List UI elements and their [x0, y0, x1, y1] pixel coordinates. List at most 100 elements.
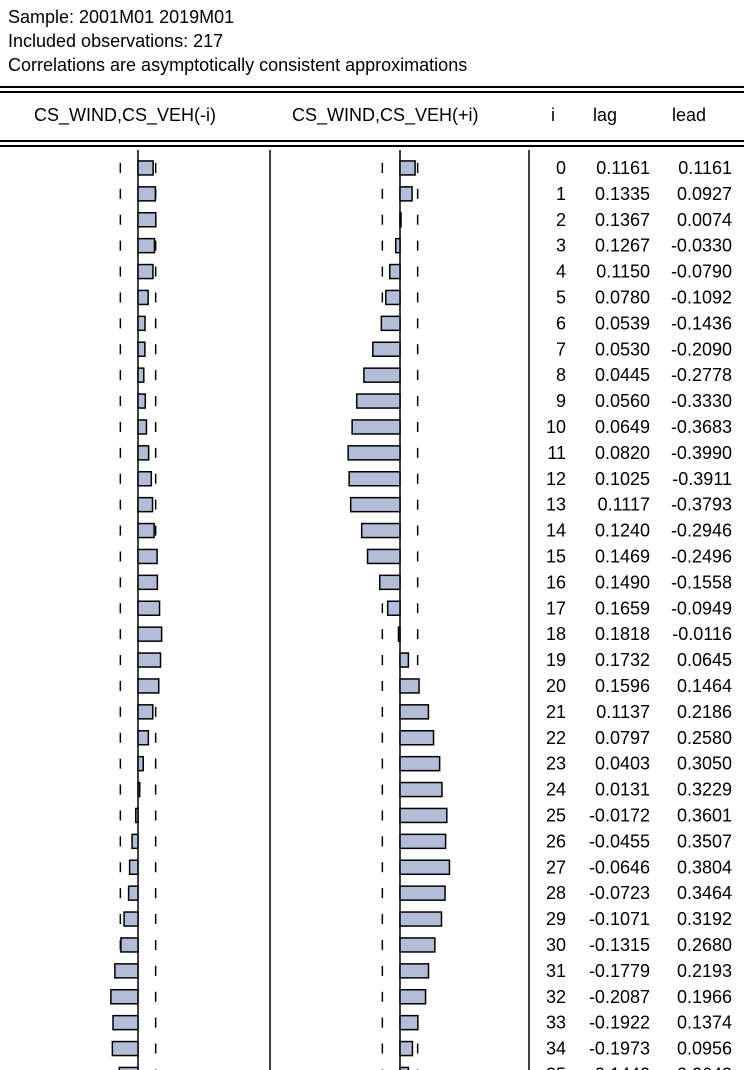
lead-cell: -0.3330 [671, 391, 732, 411]
lead-cell: -0.1558 [671, 572, 732, 592]
lead-bar [363, 367, 401, 383]
lead-cell: 0.2680 [677, 935, 732, 955]
observations-text: Included observations: 217 [8, 31, 224, 51]
lag-cell: 0.0530 [595, 339, 650, 359]
lead-bar [378, 574, 401, 591]
lag-cell: 0.1659 [595, 598, 650, 618]
top-rule-2 [0, 91, 744, 93]
lead-cell: 0.3804 [677, 857, 732, 877]
lag-bar [112, 1014, 139, 1031]
lag-bar [137, 574, 159, 591]
lag-bar [127, 885, 139, 901]
lead-bar [399, 989, 427, 1005]
lead-bar [399, 186, 413, 202]
lag-header: lag [593, 105, 618, 125]
lead-cell: -0.1436 [671, 313, 732, 333]
lag-cell: 0.0131 [595, 780, 650, 800]
lead-cell: -0.3793 [671, 495, 732, 515]
lead-bar [399, 781, 443, 798]
lead-bar [399, 755, 441, 772]
i-cell: 15 [546, 546, 566, 566]
i-cell: 20 [546, 676, 566, 696]
lead-cell: 0.1464 [677, 676, 732, 696]
lead-bar [399, 963, 430, 979]
lag-cell: -0.1922 [589, 1013, 650, 1033]
lag-cell: -0.1779 [589, 961, 650, 981]
lead-header: lead [672, 105, 707, 125]
i-cell: 23 [546, 754, 566, 774]
lead-bar [399, 160, 416, 176]
lead-bar [399, 1040, 414, 1057]
lead-bar [399, 678, 420, 694]
i-cell: 35 [546, 1064, 566, 1070]
lead-bar [399, 937, 436, 953]
lag-bar [118, 1066, 139, 1070]
lag-cell: 0.1240 [595, 521, 650, 541]
lag-cell: 0.1117 [598, 495, 650, 515]
lead-bar [380, 315, 401, 332]
i-cell: 21 [546, 702, 566, 722]
lag-cell: -0.1973 [589, 1039, 650, 1059]
i-cell: 19 [546, 650, 566, 670]
lead-cell: 0.0645 [677, 650, 732, 670]
lag-cell: -0.1440 [589, 1064, 650, 1070]
lead-bar [399, 730, 435, 746]
i-cell: 9 [556, 391, 566, 411]
lag-bar [137, 522, 155, 539]
lead-bar [372, 341, 401, 357]
i-cell: 18 [546, 624, 566, 644]
lag-cell: 0.1490 [595, 572, 650, 592]
lag-cell: 0.1818 [595, 624, 650, 644]
lag-cell: 0.0445 [595, 365, 650, 385]
header-rule-2 [0, 145, 744, 147]
lag-bar [137, 315, 146, 332]
lead-cell: -0.3911 [672, 469, 732, 489]
lead-cell: 0.3507 [677, 831, 732, 851]
lead-cell: 0.1161 [678, 158, 732, 178]
i-cell: 12 [546, 469, 566, 489]
lag-cell: 0.1025 [595, 469, 650, 489]
i-cell: 26 [546, 831, 566, 851]
lag-bar [123, 911, 139, 927]
lag-bar [137, 548, 158, 565]
lag-cell: 0.0403 [595, 754, 650, 774]
lead-bar [347, 445, 401, 461]
lead-cell: -0.0790 [671, 262, 732, 282]
i-cell: 8 [556, 365, 566, 385]
lead-cell: -0.3683 [671, 417, 732, 437]
lead-bar [399, 1014, 419, 1031]
lead-cell: -0.2778 [671, 365, 732, 385]
lead-bar [394, 237, 401, 254]
lag-cell: -0.1071 [589, 909, 650, 929]
note-text: Correlations are asymptotically consiste… [8, 55, 468, 75]
lead-cell: -0.2090 [671, 339, 732, 359]
lead-bar [399, 885, 446, 901]
i-cell: 22 [546, 728, 566, 748]
lead-cell: 0.3601 [677, 805, 732, 825]
lead-bar [351, 419, 401, 435]
lead-bar [385, 289, 401, 306]
lead-cell: -0.1092 [671, 287, 732, 307]
i-cell: 11 [547, 443, 566, 463]
i-cell: 25 [546, 805, 566, 825]
i-cell: 5 [556, 287, 566, 307]
lead-cell: 0.3192 [677, 909, 732, 929]
lag-correlogram [110, 160, 163, 1070]
i-cell: 3 [556, 236, 566, 256]
lag-bar [137, 289, 149, 306]
lag-bar [120, 937, 139, 953]
lead-correlogram [347, 160, 451, 1070]
lag-bar [137, 263, 154, 280]
lag-bar [137, 393, 147, 409]
lead-cell: 0.1374 [677, 1013, 732, 1033]
lag-cell: 0.1150 [596, 262, 650, 282]
i-cell: 6 [556, 313, 566, 333]
lag-bar [137, 212, 157, 228]
lag-bar [137, 730, 150, 746]
lag-bar [137, 704, 154, 720]
lag-bar [137, 652, 162, 668]
lead-bar [348, 471, 401, 487]
lead-bar [399, 704, 430, 720]
lead-cell: 0.0956 [677, 1039, 732, 1059]
lag-bar [137, 445, 150, 461]
